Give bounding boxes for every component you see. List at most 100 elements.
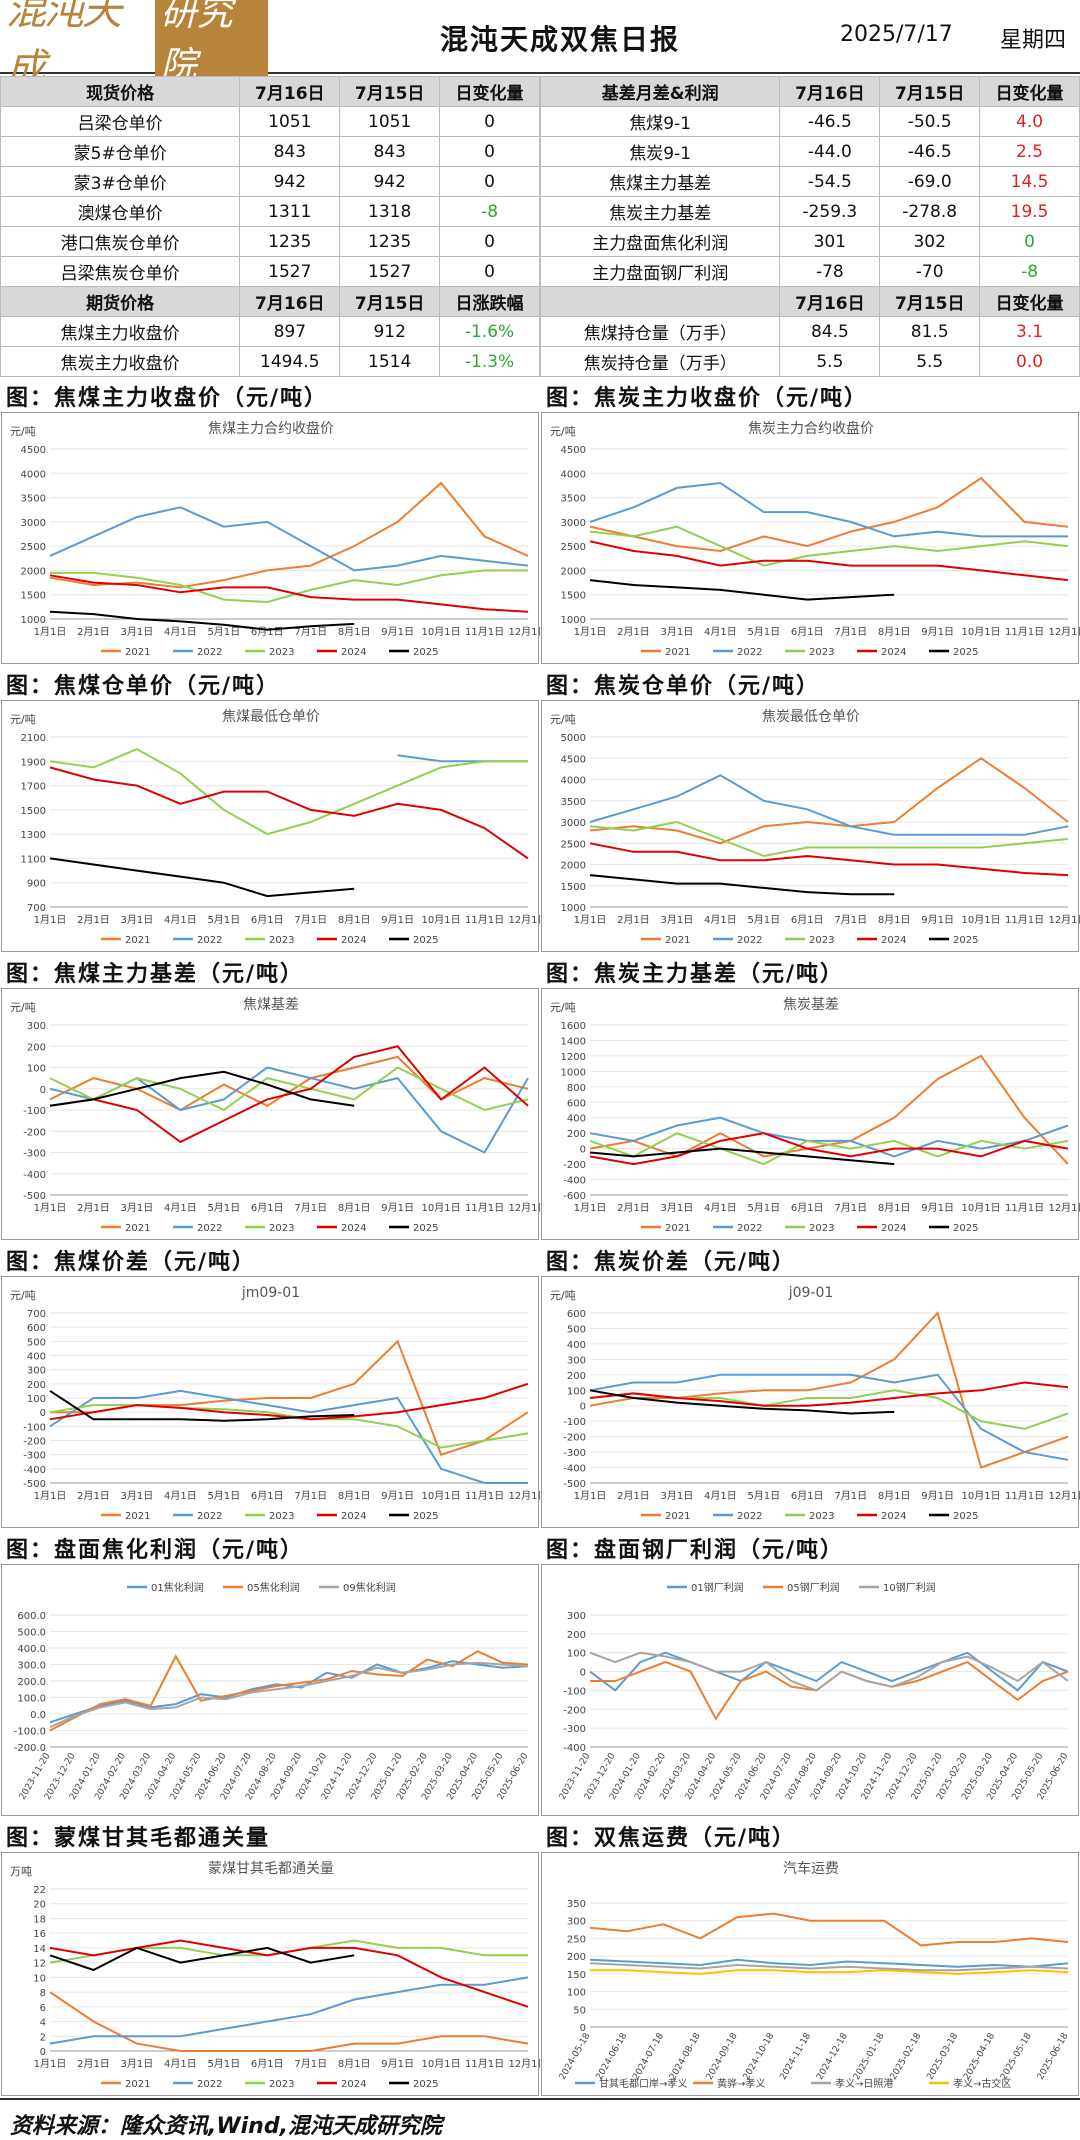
table-cell: 2.5: [979, 136, 1080, 167]
x-tick-label: 11月1日: [465, 626, 504, 638]
y-tick-label: 2: [40, 2032, 46, 2043]
legend-label: 2021: [665, 1511, 690, 1522]
y-unit-label: 元/吨: [550, 425, 576, 438]
series-line-2021: [589, 476, 1069, 553]
y-tick-label: 600.0: [17, 1611, 46, 1622]
legend-label: 2025: [953, 647, 978, 658]
y-tick-label: -200: [23, 1127, 46, 1138]
table-cell: 942: [239, 166, 341, 197]
x-tick-label: 9月1日: [921, 914, 954, 926]
legend-label: 05钢厂利润: [787, 1581, 840, 1594]
table-header-cell: 7月16日: [779, 76, 881, 107]
x-tick-label: 6月1日: [251, 1202, 284, 1214]
chart-svg: 焦煤基差 元/吨 -500 -400 -300 -200 -100 0 100 200 300 1月1…: [10, 996, 540, 1234]
series-line-2024: [49, 1382, 529, 1421]
y-tick-label: 150: [567, 1970, 586, 1981]
series-line-2021: [49, 481, 529, 589]
legend-label: 2025: [413, 1223, 438, 1234]
x-tick-label: 7月1日: [294, 1202, 327, 1214]
table-cell: -50.5: [879, 106, 981, 137]
y-tick-label: 2000: [21, 566, 46, 577]
series-line-2022: [49, 1976, 529, 2045]
x-tick-label: 12月1日: [508, 2058, 540, 2070]
y-tick-label: 200: [567, 1371, 586, 1382]
chart-svg: j09-01 元/吨 -500 -400 -300 -200 -100 0 100 200 300 4…: [550, 1285, 1080, 1522]
series-line-2024: [589, 1381, 1069, 1407]
chart-section-title: 图：焦炭仓单价（元/吨）: [546, 674, 821, 699]
legend-label: 2022: [197, 2079, 222, 2090]
company-logo: 混沌天成 研究院: [6, 0, 268, 92]
series-line-甘其毛都口岸→孝义: [589, 1958, 1069, 1968]
x-tick-label: 12月1日: [1048, 1202, 1080, 1214]
legend-label: 01焦化利润: [151, 1581, 204, 1594]
x-tick-label: 8月1日: [878, 626, 911, 638]
chart-svg: 焦煤主力合约收盘价 元/吨 1000 1500 2000 2500 3000 3500 4000…: [10, 420, 540, 658]
chart-title: 焦炭最低仓单价: [762, 709, 860, 725]
legend-label: 2023: [809, 647, 834, 658]
y-tick-label: 1500: [561, 882, 586, 893]
x-tick-label: 2月1日: [617, 626, 650, 638]
y-tick-label: 100: [567, 1988, 586, 1999]
table-cell: 3.1: [979, 316, 1080, 347]
chart-section-title: 图：焦煤价差（元/吨）: [6, 1250, 257, 1275]
chart-title: 焦煤主力合约收盘价: [208, 420, 334, 437]
y-tick-label: 400: [567, 1114, 586, 1125]
x-tick-label: 10月1日: [962, 1490, 1001, 1502]
legend-label: 2023: [269, 647, 294, 658]
table-row: 吕梁仓单价 1051 1051 0: [0, 106, 540, 137]
table-cell: 14.5: [979, 166, 1080, 197]
table-row: 焦炭持仓量（万手） 5.5 5.5 0.0: [539, 346, 1080, 377]
y-tick-label: 14: [33, 1944, 46, 1955]
x-tick-label: 10月1日: [422, 626, 461, 638]
y-tick-label: -200: [563, 1160, 586, 1171]
legend-label: 2025: [413, 1511, 438, 1522]
legend-label: 2022: [197, 1511, 222, 1522]
spot-price-table: 现货价格 7月16日 7月15日 日变化量 吕梁仓单价 1051 1051 0 蒙5#仓单价 84…: [0, 76, 540, 287]
chart-svg: -200.0 -100.0 0.0 100.0 200.0 300.0 400.0 500.0…: [14, 1581, 531, 1802]
x-tick-label: 1月1日: [34, 1202, 67, 1214]
x-tick-label: 10月1日: [962, 626, 1001, 638]
series-line-2024: [589, 842, 1069, 877]
table-cell: 897: [239, 316, 341, 347]
y-tick-label: 300: [567, 1917, 586, 1928]
x-tick-label: 11月1日: [465, 914, 504, 926]
y-tick-label: -100: [23, 1106, 46, 1117]
x-tick-label: 2024-11-18: [778, 2031, 813, 2082]
series-line-2025: [589, 1389, 895, 1415]
chart-panel-c6: 焦炭基差 元/吨 -600 -400 -200 0 200 400 600 800 1000 1200…: [541, 988, 1080, 1240]
chart-panel-c3: 焦煤最低仓单价 元/吨 700 900 1100 1300 1500 1700 1900 2100…: [1, 700, 540, 952]
table-cell: 942: [339, 166, 441, 197]
table-cell: -8: [979, 256, 1080, 287]
series-line-2025: [49, 1070, 355, 1107]
legend-label: 孝义→日照港: [835, 2078, 893, 2090]
x-tick-label: 4月1日: [704, 626, 737, 638]
legend-label: 2024: [341, 1223, 366, 1234]
legend-label: 2021: [125, 2079, 150, 2090]
y-tick-label: 200: [567, 1630, 586, 1641]
x-tick-label: 11月1日: [465, 1490, 504, 1502]
y-tick-label: 700: [27, 903, 46, 914]
y-tick-label: 4000: [21, 469, 46, 480]
table-header-row: 7月16日 7月15日 日变化量: [539, 286, 1080, 317]
x-tick-label: 12月1日: [508, 1490, 540, 1502]
y-tick-label: -500: [23, 1191, 46, 1202]
y-tick-label: -100.0: [14, 1727, 46, 1738]
table-cell: 焦煤主力收盘价: [0, 316, 241, 347]
x-tick-label: 9月1日: [381, 1202, 414, 1214]
x-tick-label: 7月1日: [834, 914, 867, 926]
table-header-cell: 基差月差&利润: [539, 76, 781, 107]
series-line-2025: [589, 1147, 895, 1166]
chart-section-title: 图：焦炭主力基差（元/吨）: [546, 962, 845, 987]
y-tick-label: 0.0: [30, 1710, 46, 1721]
table-cell: 1235: [339, 226, 441, 257]
legend-label: 2023: [269, 935, 294, 946]
y-tick-label: 2500: [21, 542, 46, 553]
table-cell: 0: [439, 136, 540, 167]
x-tick-label: 7月1日: [834, 1490, 867, 1502]
table-cell: 1527: [339, 256, 441, 287]
y-tick-label: -500: [563, 1479, 586, 1490]
y-tick-label: 100: [27, 1394, 46, 1405]
x-tick-label: 10月1日: [962, 914, 1001, 926]
x-tick-label: 11月1日: [1005, 626, 1044, 638]
